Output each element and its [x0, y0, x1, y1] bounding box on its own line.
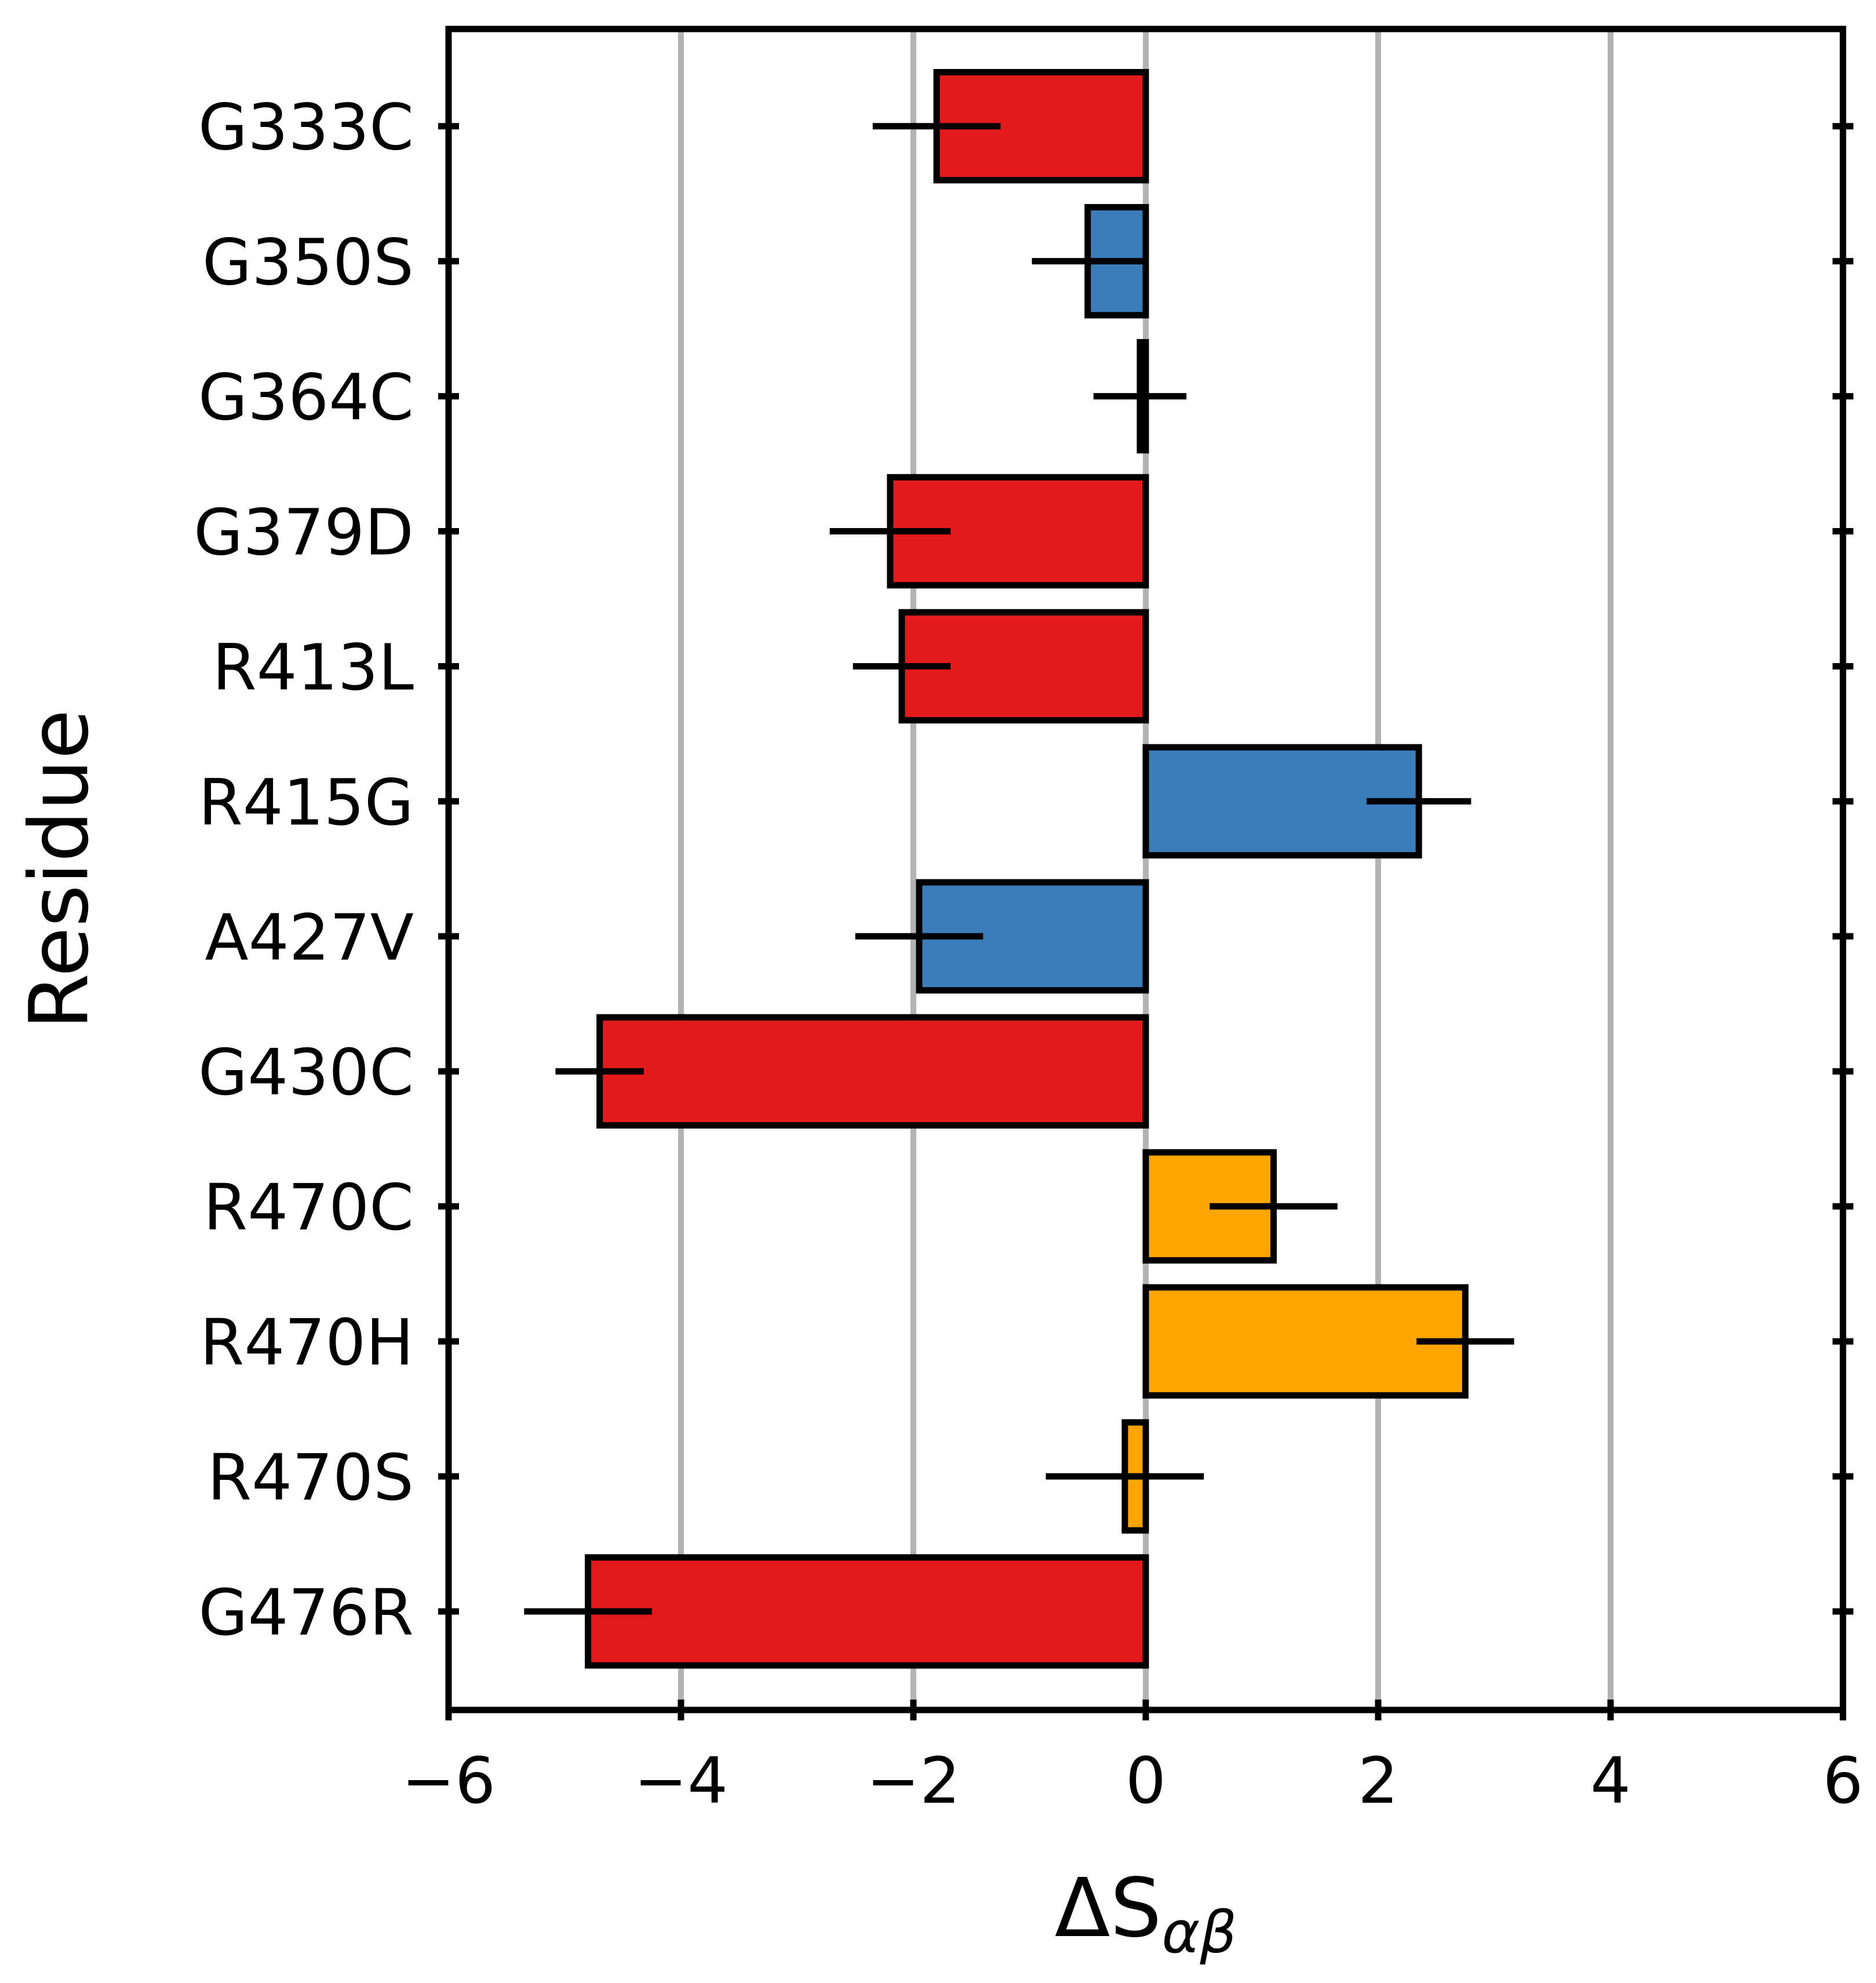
bar — [585, 1554, 1149, 1669]
y-tick-label: R470C — [203, 1170, 414, 1245]
x-tick-label: 2 — [1358, 1744, 1398, 1818]
axis-ticks — [438, 123, 1853, 1720]
x-axis-label-main: ΔS — [1055, 1861, 1162, 1956]
y-tick-label: G379D — [194, 496, 414, 570]
x-tick-label: −2 — [866, 1744, 960, 1818]
y-tick-label: R415G — [198, 765, 414, 839]
x-axis-label: ΔSαβ — [1055, 1861, 1237, 1966]
y-tick-label: G364C — [198, 361, 414, 435]
y-tick-label: A427V — [205, 900, 414, 974]
bars — [585, 69, 1469, 1669]
y-tick-label: R470H — [200, 1305, 414, 1380]
y-tick-label: G333C — [198, 90, 414, 165]
y-tick-label: G430C — [198, 1035, 414, 1109]
bar — [596, 1014, 1149, 1129]
y-tick-labels: G333C G350S G364C G379D R413L R415G A427V G430C… — [194, 90, 414, 1650]
x-tick-labels: −6 −4 −2 0 2 4 6 — [402, 1744, 1863, 1818]
x-tick-label: −4 — [634, 1744, 728, 1818]
x-tick-label: 6 — [1823, 1744, 1863, 1818]
y-tick-label: R413L — [212, 630, 414, 704]
bar — [1142, 1284, 1469, 1399]
error-bars — [524, 123, 1514, 1615]
x-axis-label-subscript: αβ — [1161, 1898, 1237, 1966]
y-tick-label: R470S — [207, 1440, 414, 1515]
x-tick-label: 4 — [1590, 1744, 1631, 1818]
y-tick-label: G476R — [198, 1576, 414, 1650]
y-tick-label: G350S — [202, 225, 414, 300]
x-tick-label: −6 — [402, 1744, 496, 1818]
x-tick-label: 0 — [1125, 1744, 1166, 1818]
y-axis-label: Residue — [12, 709, 107, 1030]
